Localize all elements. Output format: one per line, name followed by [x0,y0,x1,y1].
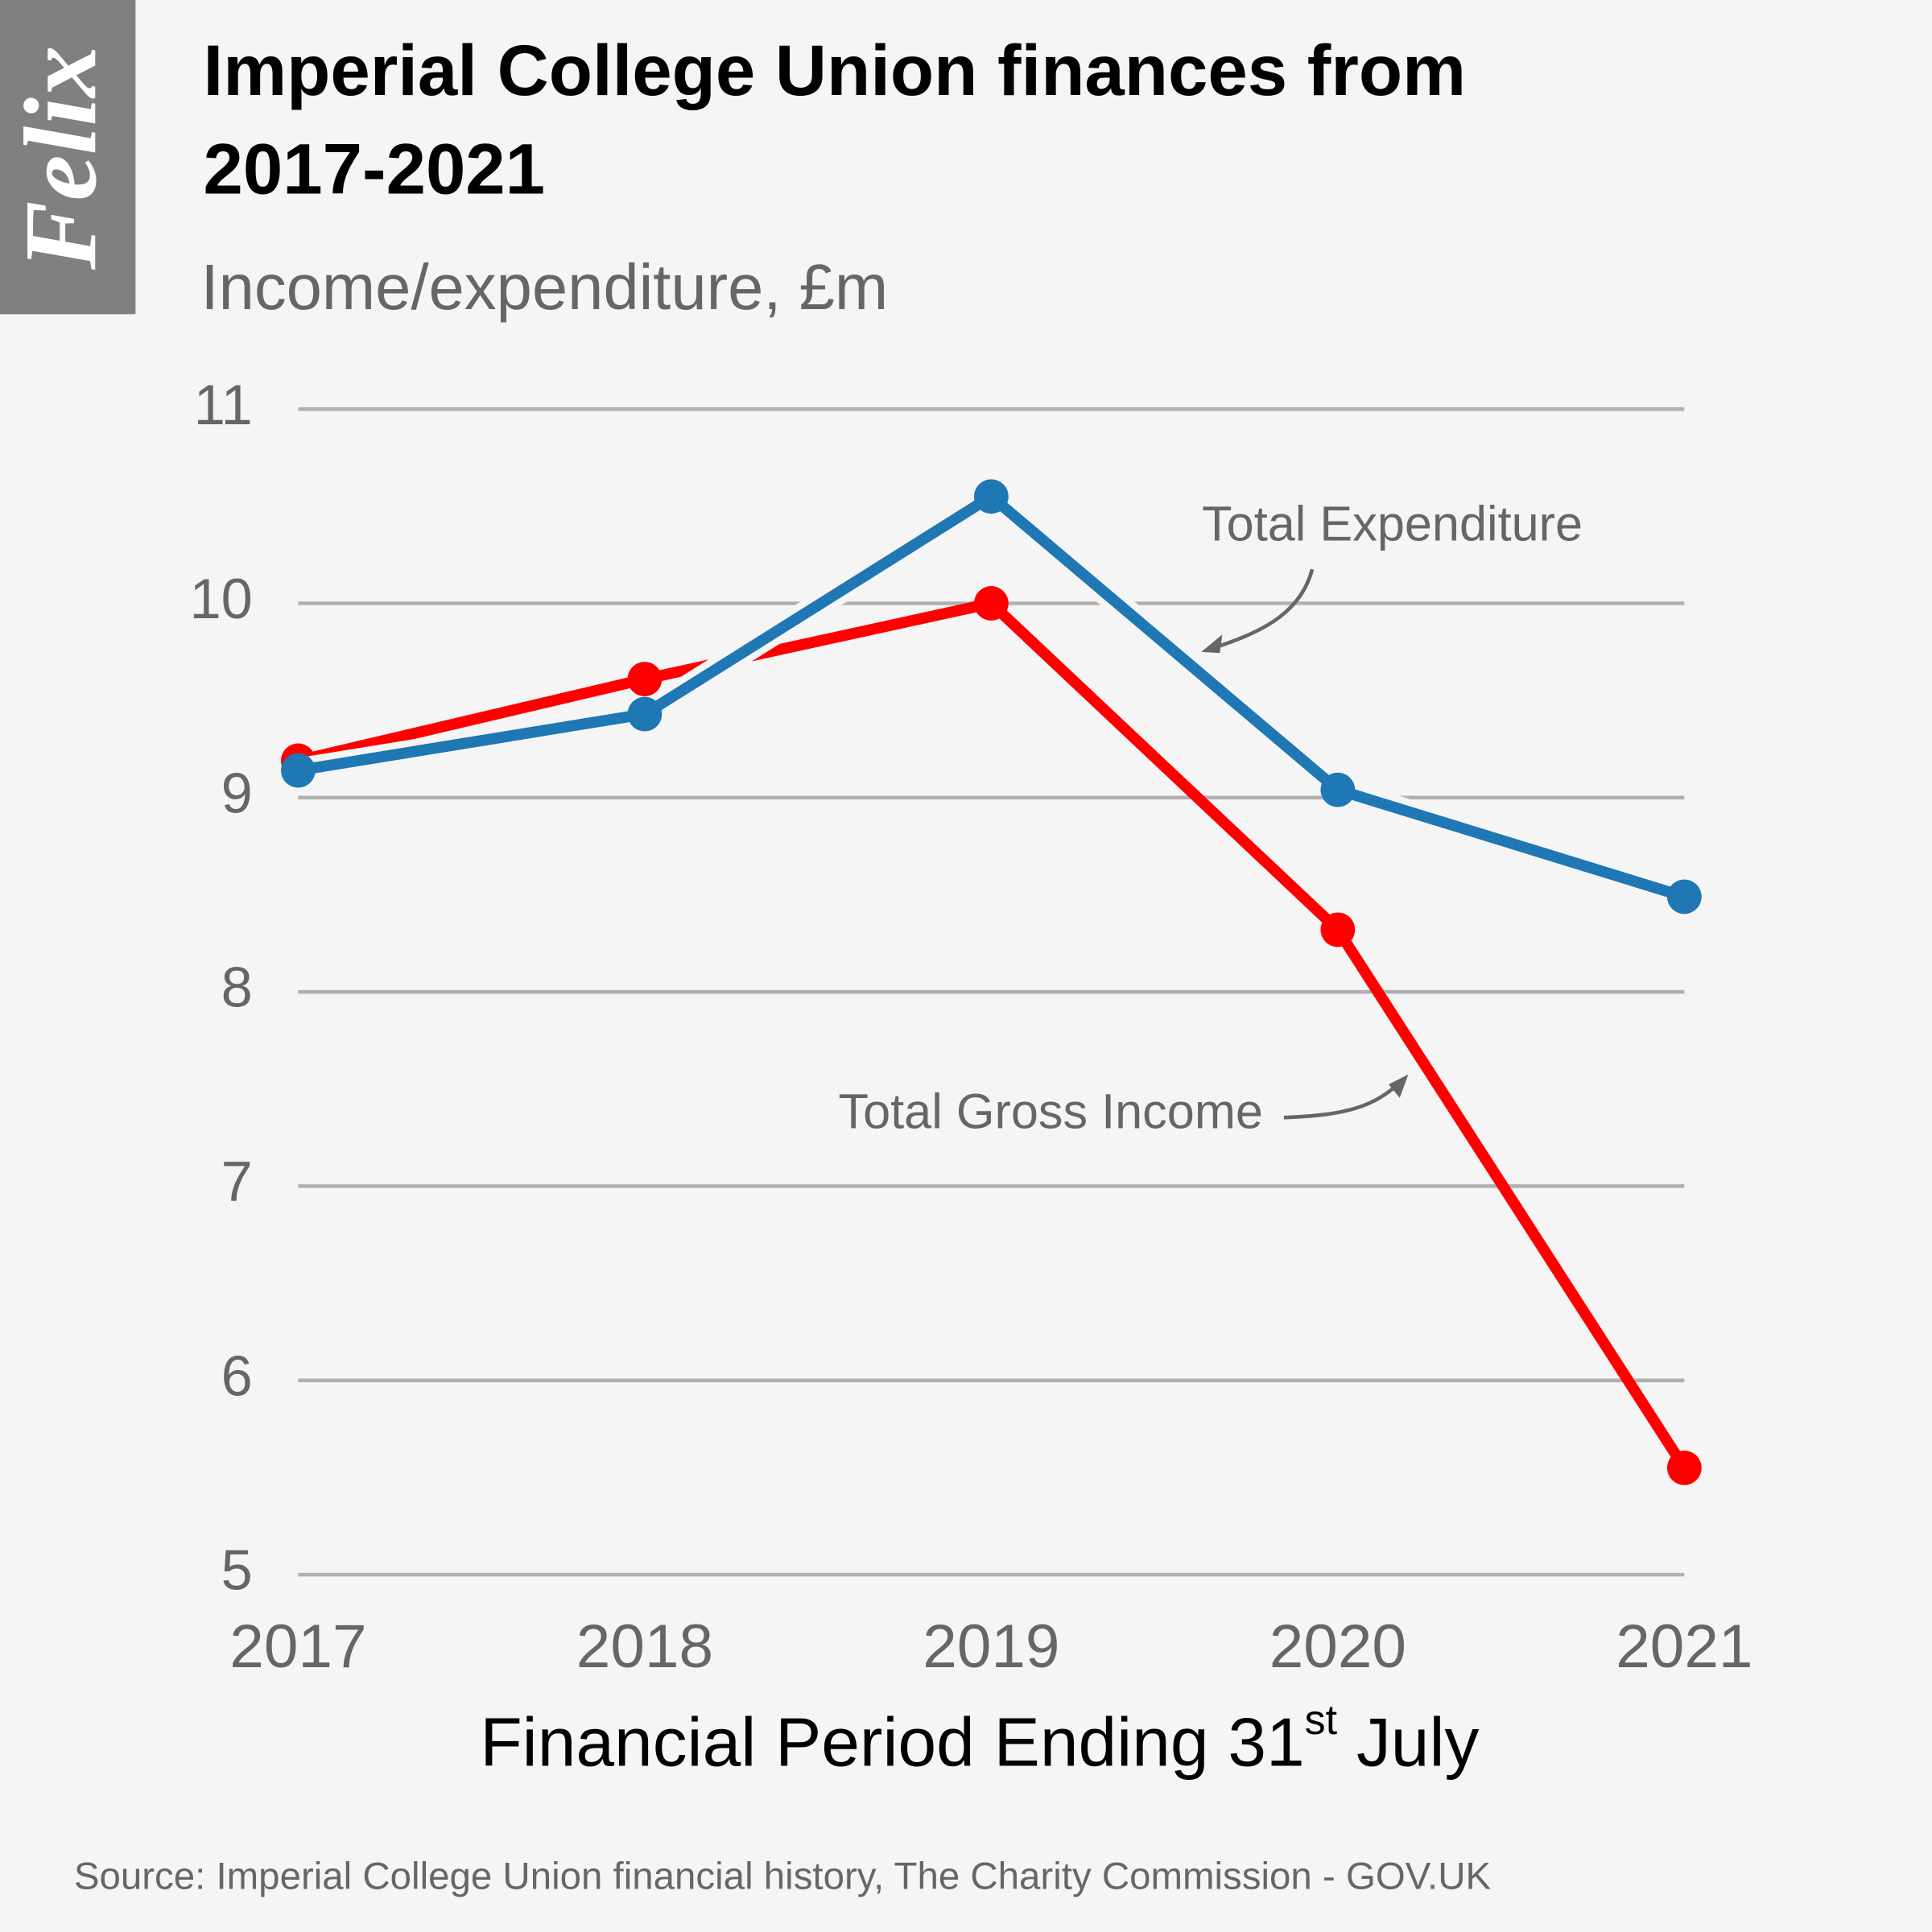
chart-title: Imperial College Union finances from 2017… [204,31,1466,208]
y-tick-label: 5 [221,1538,253,1602]
x-axis-title-part: July [1337,1703,1479,1781]
arrow-head [1389,1074,1409,1098]
brand-logo: Felix [2,46,118,271]
y-tick-label: 8 [221,956,253,1019]
source-note: Source: Imperial College Union financial… [74,1856,1492,1898]
x-tick-label: 2021 [1616,1612,1752,1681]
chart-subtitle: Income/expenditure, £m [200,251,888,323]
point [280,753,316,788]
x-axis-title-part: Financial Period Ending 31 [480,1703,1304,1781]
title-line: Imperial College Union finances from [204,31,1466,110]
point [1320,772,1356,807]
y-tick-label: 9 [221,761,253,824]
annotation-arrow [1204,568,1315,653]
point [973,479,1009,514]
brand-box [0,0,136,315]
x-tick-label: 2018 [576,1612,713,1681]
title-line: 2017-2021 [204,130,546,209]
x-tick-label: 2020 [1269,1612,1406,1681]
plot [280,479,1702,1485]
annotation: Total Expenditure [1202,496,1583,551]
point [973,586,1009,621]
x-tick-label: 2019 [923,1612,1059,1681]
arrow-head [1201,634,1223,654]
x-tick-label: 2017 [229,1612,366,1681]
y-tick-label: 11 [194,373,253,436]
grid: 5 6 7 8 9 10 11 2017 2018 2019 2020 2021 [189,373,1752,1681]
point [1320,912,1356,947]
point [627,662,663,697]
point [627,696,663,732]
x-axis-title-part: st [1305,1697,1338,1744]
x-axis-title: Financial Period Ending 31st July [480,1697,1479,1781]
point [1666,1450,1702,1485]
y-tick-label: 10 [189,567,252,630]
annotation: Total Gross Income [839,1084,1263,1138]
y-tick-label: 6 [221,1344,253,1407]
y-tick-label: 7 [221,1150,253,1213]
point [1666,879,1702,914]
